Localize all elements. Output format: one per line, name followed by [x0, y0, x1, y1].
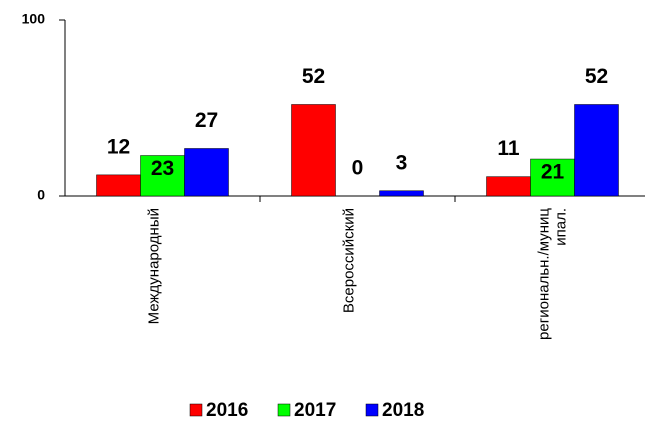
data-label: 0: [352, 157, 364, 180]
bar: [184, 148, 229, 197]
data-label: 3: [396, 151, 408, 174]
data-label: 23: [151, 157, 174, 180]
bar: [574, 104, 619, 197]
legend-swatch: [189, 403, 203, 417]
bar: [486, 176, 531, 197]
legend-label: 2017: [294, 400, 336, 421]
legend-label: 2016: [206, 400, 248, 421]
x-tick-label: региональн./муниципал.: [535, 208, 569, 340]
legend-swatch: [277, 403, 291, 417]
y-tick-label: 100: [22, 11, 46, 27]
legend-swatch: [365, 403, 379, 417]
data-label: 11: [497, 137, 520, 160]
data-label: 52: [302, 65, 325, 88]
x-tick-label: Всероссийский: [340, 208, 357, 313]
bar: [96, 174, 141, 197]
y-tick-label: 0: [37, 187, 45, 203]
bar: [291, 104, 336, 197]
bar: [379, 190, 424, 197]
x-tick-label: Международный: [145, 208, 162, 324]
data-label: 52: [585, 65, 608, 88]
data-label: 12: [107, 135, 130, 158]
legend-label: 2018: [382, 400, 424, 421]
bar: [140, 155, 185, 197]
data-label: 21: [541, 161, 565, 184]
data-label: 27: [195, 109, 218, 132]
